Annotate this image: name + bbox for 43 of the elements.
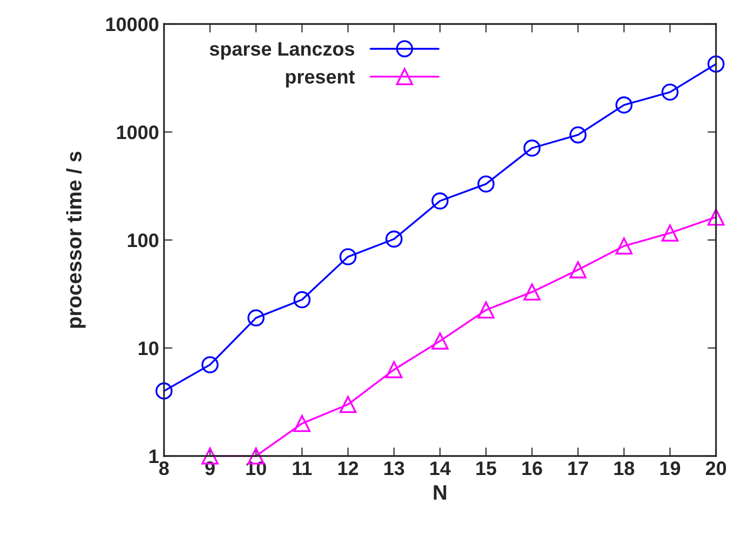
point xyxy=(569,261,587,278)
y-tick-label: 1 xyxy=(150,450,159,464)
point xyxy=(247,309,265,326)
x-tick-label: 12 xyxy=(338,461,358,475)
point xyxy=(523,283,541,301)
x-tick-label: 11 xyxy=(292,462,312,475)
y-tick-label: 100 xyxy=(128,233,158,248)
point xyxy=(293,414,311,432)
point xyxy=(569,126,587,144)
point xyxy=(707,55,725,73)
point xyxy=(155,382,173,400)
point xyxy=(385,361,403,378)
point xyxy=(615,237,633,255)
x-tick-label: 17 xyxy=(568,462,588,475)
point xyxy=(615,96,633,114)
y-tick-label: 10 xyxy=(138,341,158,356)
y-tick-label: 1000 xyxy=(117,125,158,140)
point xyxy=(385,230,403,248)
x-tick-label: 8 xyxy=(159,461,169,476)
x-tick-label: 15 xyxy=(476,462,496,476)
legend-label: sparse Lanczos xyxy=(210,42,354,60)
point xyxy=(339,248,357,266)
point xyxy=(523,140,541,157)
point xyxy=(201,356,219,374)
point xyxy=(661,84,679,101)
x-tick-label: 19 xyxy=(660,461,680,476)
point xyxy=(477,175,495,193)
x-tick-label: 14 xyxy=(430,462,451,475)
x-tick-label: 18 xyxy=(614,461,634,476)
y-tick-label: 10000 xyxy=(106,17,158,32)
point xyxy=(707,208,725,226)
point xyxy=(339,396,357,414)
point xyxy=(477,301,495,319)
point xyxy=(661,224,679,242)
point xyxy=(293,291,311,308)
x-tick-label: 13 xyxy=(384,461,404,476)
y-axis-title: processor time / s xyxy=(66,152,86,328)
x-tick-label: 20 xyxy=(706,461,726,476)
x-tick-label: 16 xyxy=(522,461,542,476)
point xyxy=(431,192,449,210)
legend-label: present xyxy=(286,70,355,88)
x-axis-title: N xyxy=(434,485,446,500)
point xyxy=(431,332,449,350)
